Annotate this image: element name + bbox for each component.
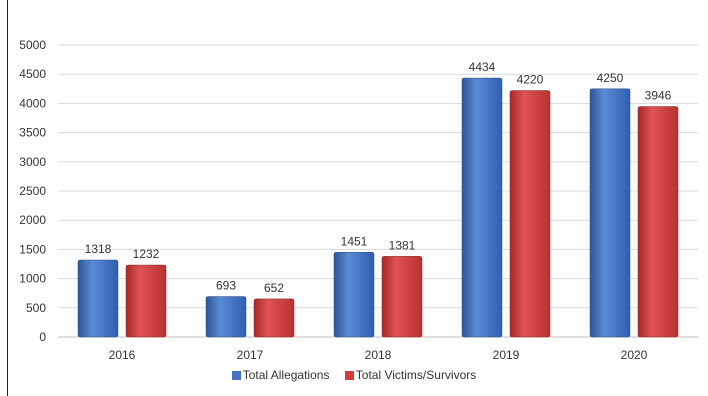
- x-tick-label: 2018: [365, 348, 392, 362]
- y-tick-label: 2500: [19, 184, 46, 198]
- bar-victims-2016: [125, 264, 167, 338]
- y-tick-label: 4000: [19, 96, 46, 110]
- legend-swatch-red: [344, 370, 354, 380]
- x-tick-label: 2019: [493, 348, 520, 362]
- data-label: 4434: [469, 60, 496, 74]
- x-tick-label: 2020: [621, 348, 648, 362]
- y-tick-label: 3000: [19, 155, 46, 169]
- y-tick-label: 5000: [19, 38, 46, 52]
- bar-victims-2019: [509, 90, 551, 338]
- x-tick-label: 2017: [237, 348, 264, 362]
- bar-allegations-2019: [461, 77, 503, 338]
- data-label: 693: [216, 279, 236, 293]
- y-tick-label: 2000: [19, 213, 46, 227]
- data-label: 4220: [517, 73, 544, 87]
- y-tick-label: 3500: [19, 126, 46, 140]
- bar-victims-2018: [381, 256, 423, 338]
- legend-label-allegations: Total Allegations: [242, 368, 330, 382]
- bar-allegations-2020: [589, 88, 631, 338]
- data-label: 1318: [85, 242, 112, 256]
- data-label: 652: [264, 281, 284, 295]
- bar-allegations-2016: [77, 259, 119, 338]
- legend-item-allegations: Total Allegations: [231, 368, 330, 382]
- data-label: 3946: [645, 89, 672, 103]
- bar-victims-2017: [253, 298, 295, 338]
- bar-allegations-2017: [205, 296, 247, 338]
- legend: Total Allegations Total Victims/Survivor…: [0, 368, 708, 383]
- legend-swatch-blue: [231, 370, 241, 380]
- y-tick-label: 0: [39, 330, 46, 344]
- data-label: 1381: [389, 238, 416, 252]
- bar-chart: 0 500 1000 1500 2000 2500 3000 3500 4000 4500 5000…: [19, 38, 698, 362]
- data-label: 4250: [597, 71, 624, 85]
- left-border-line: [7, 0, 8, 396]
- y-tick-label: 1500: [19, 242, 46, 256]
- bar-victims-2020: [637, 106, 679, 338]
- y-tick-label: 1000: [19, 272, 46, 286]
- legend-label-victims: Total Victims/Survivors: [355, 368, 477, 382]
- y-tick-label: 4500: [19, 67, 46, 81]
- legend-item-victims: Total Victims/Survivors: [344, 368, 477, 382]
- data-label: 1451: [341, 234, 368, 248]
- x-tick-label: 2016: [109, 348, 136, 362]
- bar-allegations-2018: [333, 252, 375, 338]
- y-tick-label: 500: [26, 301, 46, 315]
- data-label: 1232: [133, 247, 160, 261]
